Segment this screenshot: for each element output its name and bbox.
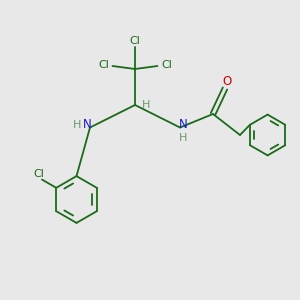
Text: Cl: Cl bbox=[98, 60, 109, 70]
Text: H: H bbox=[179, 133, 187, 143]
Text: O: O bbox=[223, 75, 232, 88]
Text: H: H bbox=[142, 100, 150, 110]
Text: Cl: Cl bbox=[130, 35, 140, 46]
Text: H: H bbox=[73, 119, 82, 130]
Text: N: N bbox=[82, 118, 91, 131]
Text: Cl: Cl bbox=[34, 169, 44, 178]
Text: N: N bbox=[178, 118, 188, 131]
Text: Cl: Cl bbox=[161, 60, 172, 70]
